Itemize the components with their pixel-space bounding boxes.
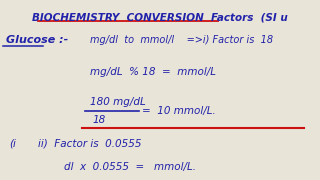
Text: 180 mg/dL: 180 mg/dL [90,97,145,107]
Text: mg/dL  % 18  =  mmol/L: mg/dL % 18 = mmol/L [90,67,216,77]
Text: BIOCHEMISTRY  CONVERSION  Factors  (SI u: BIOCHEMISTRY CONVERSION Factors (SI u [32,13,288,23]
Text: mg/dl  to  mmol/l    =>i) Factor is  18: mg/dl to mmol/l =>i) Factor is 18 [90,35,273,45]
Text: 18: 18 [93,115,106,125]
Text: ii)  Factor is  0.0555: ii) Factor is 0.0555 [38,138,142,148]
Text: (i: (i [10,138,16,148]
Text: dl  x  0.0555  =   mmol/L.: dl x 0.0555 = mmol/L. [64,162,196,172]
Text: =  10 mmol/L.: = 10 mmol/L. [142,106,216,116]
Text: Glucose :-: Glucose :- [6,35,69,45]
